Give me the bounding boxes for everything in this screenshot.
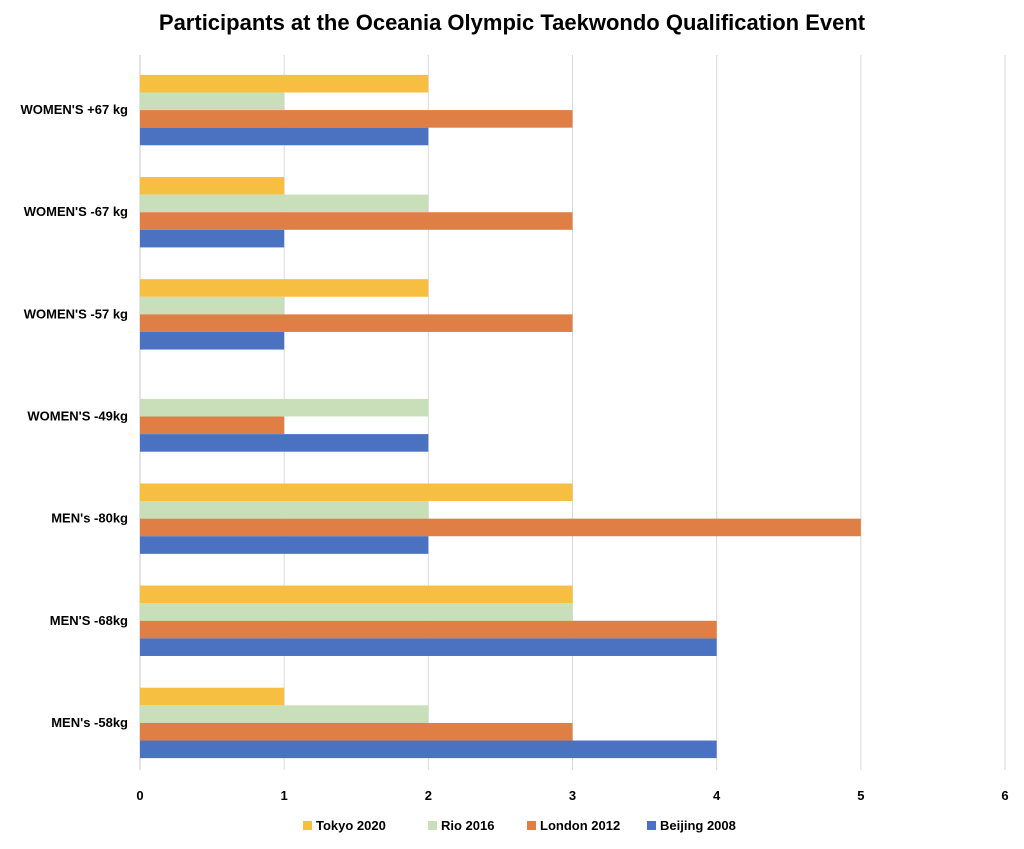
legend-swatch [647,821,656,830]
legend-label: London 2012 [540,818,620,833]
category-label: WOMEN'S -49kg [27,409,128,424]
bar [140,279,429,297]
bar [140,585,573,604]
category-label: WOMEN'S +67 kg [21,102,129,117]
category-labels: WOMEN'S +67 kg WOMEN'S -67 kg WOMEN'S -57 … [21,102,129,730]
x-tick-label: 1 [281,788,288,803]
x-tick-label: 0 [136,788,143,803]
x-tick-label: 6 [1001,788,1008,803]
category-label: MEN'S -68kg [50,613,128,628]
bar [140,416,285,435]
bar [140,687,285,706]
bars [140,74,861,759]
bar [140,434,429,452]
bar [140,603,573,621]
category-label: WOMEN'S -57 kg [24,306,128,321]
bar [140,518,861,537]
bar [140,92,285,111]
legend-label: Beijing 2008 [660,818,736,833]
category-label: MEN's -58kg [51,715,128,730]
bar [140,194,429,213]
bar [140,74,429,93]
bar [140,331,285,350]
bar [140,638,717,656]
x-tick-labels: 0 1 2 3 4 5 6 [136,788,1008,803]
bar [140,398,429,417]
bar [140,483,573,502]
bar [140,127,429,146]
bar [140,722,573,741]
bar [140,705,429,723]
bar [140,212,573,230]
category-label: WOMEN'S -67 kg [24,204,128,219]
bar [140,314,573,332]
bar [140,620,717,639]
x-tick-label: 3 [569,788,576,803]
bar [140,110,573,128]
bar [140,501,429,519]
legend-label: Tokyo 2020 [316,818,386,833]
legend-swatch [428,821,437,830]
x-tick-label: 2 [425,788,432,803]
chart-title: Participants at the Oceania Olympic Taek… [159,10,866,35]
legend-swatch [527,821,536,830]
legend-label: Rio 2016 [441,818,494,833]
x-tick-label: 4 [713,788,721,803]
bar [140,177,285,195]
bar [140,296,285,315]
legend: Tokyo 2020 Rio 2016 London 2012 Beijing 200… [303,818,736,833]
x-tick-label: 5 [857,788,864,803]
legend-swatch [303,821,312,830]
bar [140,536,429,554]
category-label: MEN's -80kg [51,511,128,526]
bar [140,740,717,759]
bar [140,229,285,248]
